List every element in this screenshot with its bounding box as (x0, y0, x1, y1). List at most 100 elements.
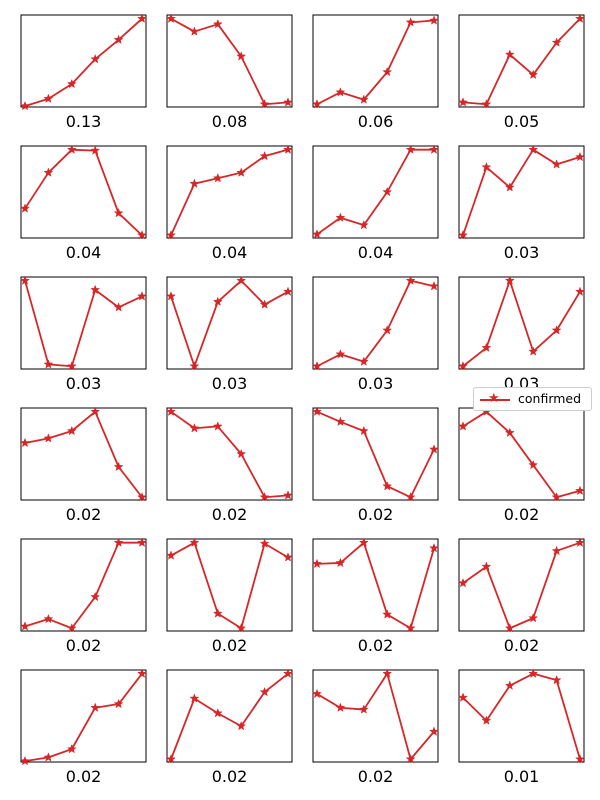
panel-label: 0.03 (66, 374, 102, 393)
panel-frame (20, 276, 147, 370)
data-point-star (358, 219, 369, 230)
data-point-star (382, 66, 393, 77)
data-point-star (382, 609, 393, 619)
panel-frame (312, 538, 439, 632)
data-point-star (166, 230, 176, 240)
panel-frame (458, 538, 585, 632)
data-point-star (358, 356, 369, 366)
data-point-star (137, 668, 147, 678)
data-point-star (189, 537, 200, 547)
panel-label: 0.02 (212, 636, 248, 655)
panel-frame (20, 407, 147, 501)
panel-label: 0.04 (212, 243, 248, 262)
data-point-star (189, 361, 200, 371)
data-point-star (90, 406, 101, 416)
data-point-star (405, 623, 416, 633)
panel-label: 0.02 (66, 767, 102, 786)
series-line (24, 410, 143, 498)
data-point-star (575, 537, 585, 547)
data-point-star (335, 349, 346, 359)
panel-label: 0.13 (66, 112, 102, 131)
data-point-star (551, 492, 562, 502)
series-line (316, 19, 435, 106)
data-point-star (429, 542, 439, 553)
panel-frame (20, 145, 147, 239)
panel-label: 0.08 (212, 112, 248, 131)
data-point-star (66, 425, 77, 436)
chart-panel: 0.02 (458, 406, 585, 524)
series-line (316, 410, 435, 499)
data-point-star (212, 296, 223, 307)
data-point-star (481, 342, 492, 353)
data-point-star (137, 13, 147, 23)
data-point-star (259, 150, 270, 161)
data-point-star (212, 18, 223, 29)
series-line (24, 280, 143, 368)
chart-panel: 0.05 (458, 13, 585, 131)
data-point-star (43, 433, 54, 443)
panel-frame (458, 669, 585, 763)
data-point-star (312, 229, 322, 239)
data-point-star (458, 230, 468, 240)
data-point-star (551, 674, 562, 685)
data-point-star (212, 708, 223, 718)
data-point-star (43, 167, 54, 177)
panel-frame (312, 14, 439, 108)
chart-panel: 0.03 (458, 144, 585, 262)
data-point-star (335, 557, 346, 568)
data-point-star (504, 182, 515, 192)
series-line (462, 279, 581, 367)
data-point-star (90, 53, 101, 64)
chart-panel: 0.08 (166, 13, 293, 131)
panel-frame (166, 145, 293, 239)
data-point-star (236, 275, 247, 285)
data-point-star (358, 425, 369, 436)
chart-panel: 0.03 (312, 275, 439, 393)
data-point-star (66, 144, 77, 154)
series-line (170, 17, 289, 106)
data-point-star (504, 623, 515, 633)
data-point-star (259, 99, 270, 109)
data-point-star (236, 448, 247, 459)
data-point-star (236, 720, 247, 731)
panel-label: 0.01 (504, 767, 540, 786)
data-point-star (382, 480, 393, 491)
data-point-star (528, 69, 539, 80)
data-point-star (312, 406, 322, 416)
data-point-star (575, 151, 585, 162)
data-point-star (236, 167, 247, 177)
panel-label: 0.03 (212, 374, 248, 393)
data-point-star (335, 702, 346, 712)
data-point-star (113, 537, 124, 547)
data-point-star (312, 99, 322, 109)
data-point-star (528, 144, 539, 154)
data-point-star (259, 492, 270, 502)
data-point-star (236, 51, 247, 61)
data-point-star (166, 754, 176, 764)
panel-label: 0.02 (212, 767, 248, 786)
data-point-star (504, 680, 515, 690)
data-point-star (236, 623, 247, 633)
data-point-star (458, 97, 468, 107)
data-point-star (137, 537, 147, 547)
data-point-star (283, 97, 293, 107)
data-point-star (528, 612, 539, 623)
chart-panel: 0.03 (166, 275, 293, 393)
panel-frame (20, 14, 147, 108)
chart-panel: 0.04 (312, 144, 439, 262)
data-point-star (189, 693, 200, 703)
data-point-star (481, 715, 492, 725)
panel-label: 0.02 (358, 767, 394, 786)
data-point-star (189, 26, 200, 36)
data-point-star (481, 161, 492, 172)
series-line (170, 672, 289, 760)
panel-frame (458, 145, 585, 239)
series-line (24, 18, 143, 107)
data-point-star (405, 144, 416, 154)
data-point-star (481, 99, 492, 109)
data-point-star (212, 172, 223, 183)
chart-panel: 0.03 (20, 275, 147, 393)
series-line (170, 279, 289, 368)
data-point-star (358, 537, 369, 547)
